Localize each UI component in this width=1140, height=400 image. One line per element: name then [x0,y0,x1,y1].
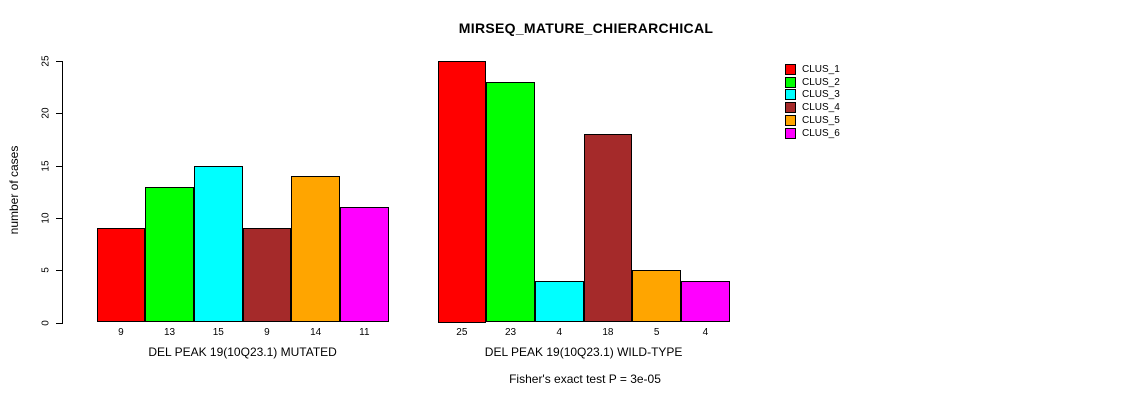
y-tick [56,217,62,219]
bar-clus_6-group1 [340,207,389,323]
legend-label: CLUS_1 [802,63,840,75]
bar-clus_5-group1 [291,176,340,323]
y-tick-label: 0 [40,319,52,326]
legend-swatch [785,127,796,139]
legend-item: CLUS_5 [785,114,840,127]
y-tick [56,113,62,115]
bar-value-label: 18 [602,327,614,338]
group-x-axis-label: DEL PEAK 19(10Q23.1) MUTATED [148,345,337,359]
bar-value-label: 9 [264,327,270,338]
y-tick [56,165,62,167]
bar-clus_1-group1 [96,228,146,323]
legend-swatch [785,63,796,75]
y-tick-label: 10 [40,212,52,224]
bar-value-label: 4 [556,327,563,338]
bar-clus_1-group2 [437,61,487,323]
bar-value-label: 4 [702,327,709,338]
bar-value-label: 15 [212,327,224,338]
legend-label: CLUS_5 [802,115,840,127]
y-tick [56,61,62,62]
bar-clus_6-group2 [681,280,730,323]
legend-item: CLUS_2 [785,76,840,89]
legend-swatch [785,76,796,88]
legend-swatch [785,89,796,101]
y-tick-label: 20 [40,107,52,119]
y-tick [56,322,62,324]
bar-clus_2-group2 [486,81,535,323]
y-tick-label: 25 [40,55,52,67]
chart-title: MIRSEQ_MATURE_CHIERARCHICAL [458,20,714,36]
bar-clus_3-group2 [534,280,584,323]
legend: CLUS_1 CLUS_2 CLUS_3 CLUS_4 CLUS_5 CLUS_6 [785,63,840,140]
legend-swatch [785,115,796,127]
y-axis-line [62,61,63,324]
bar-value-label: 9 [118,327,124,338]
y-tick-label: 5 [40,267,52,273]
bar-value-label: 11 [359,327,370,338]
y-tick-label: 15 [40,160,52,172]
legend-item: CLUS_3 [785,89,840,102]
bar-value-label: 5 [653,327,660,338]
group-x-axis-label: DEL PEAK 19(10Q23.1) WILD-TYPE [484,345,683,359]
bar-clus_2-group1 [145,186,194,323]
legend-label: CLUS_3 [802,89,840,101]
bar-value-label: 23 [504,327,517,338]
legend-swatch [785,102,796,114]
legend-item: CLUS_1 [785,63,840,76]
bar-clus_5-group2 [632,270,681,323]
bar-value-label: 13 [163,327,176,338]
legend-label: CLUS_4 [802,102,840,114]
legend-item: CLUS_6 [785,127,840,140]
bar-clus_4-group2 [583,134,633,323]
bar-value-label: 14 [310,327,322,338]
legend-label: CLUS_2 [802,76,840,88]
bar-clus_4-group1 [242,228,292,323]
bar-value-label: 25 [456,327,468,338]
legend-label: CLUS_6 [802,127,840,139]
annotation-text: Fisher's exact test P = 3e-05 [509,372,661,386]
legend-item: CLUS_4 [785,101,840,114]
bar-clus_3-group1 [193,165,243,323]
y-tick [56,270,62,272]
